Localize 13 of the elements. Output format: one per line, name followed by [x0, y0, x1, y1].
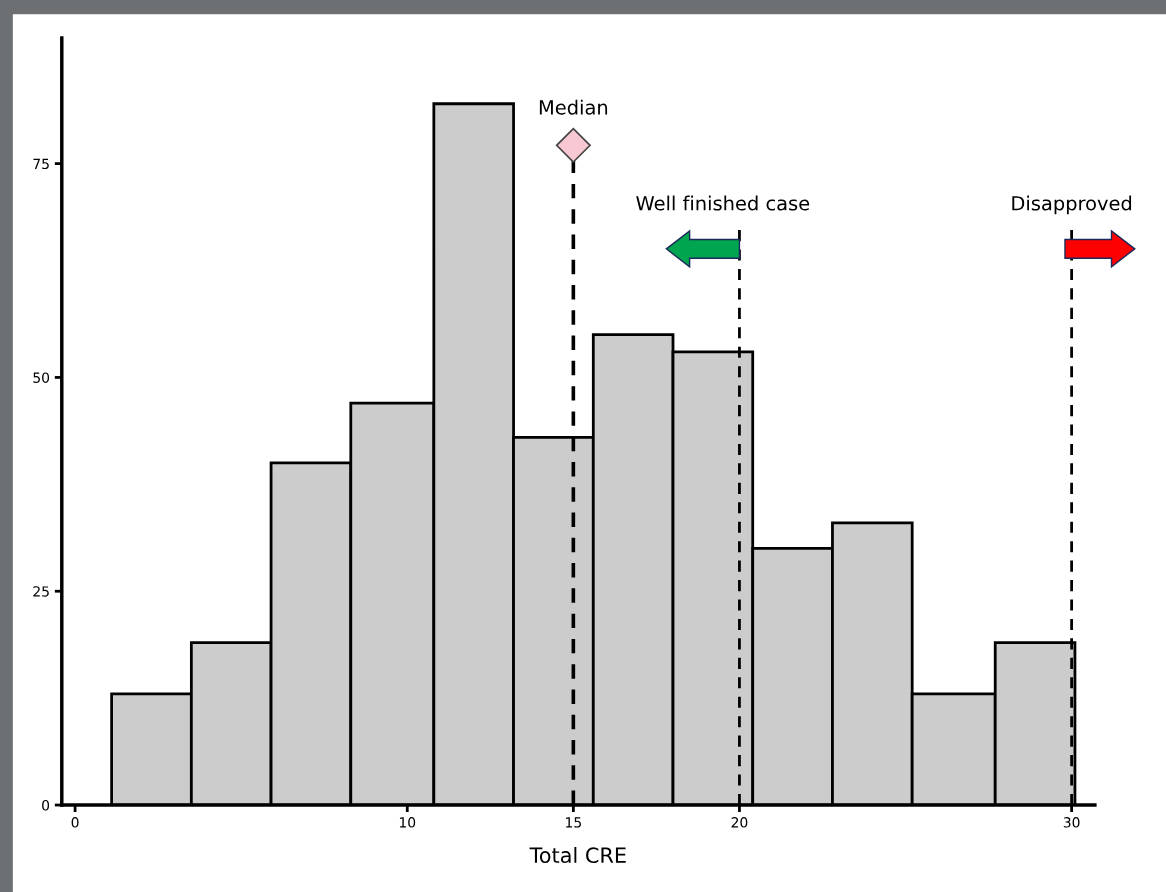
x-tick-label: 10 — [399, 817, 416, 828]
x-tick-label: 15 — [566, 817, 581, 828]
x-tick-label: 30 — [1063, 817, 1080, 828]
x-axis-title: Total CRE — [529, 846, 626, 864]
y-tick-label: 50 — [33, 372, 50, 383]
ref-line-label: Disapproved — [1012, 195, 1132, 215]
x-tick-label: 20 — [731, 817, 748, 828]
ref-line-label: Median — [539, 99, 608, 115]
y-tick-label: 75 — [33, 158, 49, 170]
ref-line-label: Well finished case — [636, 195, 810, 211]
y-tick-label: 0 — [42, 800, 50, 811]
x-tick-label: 0 — [71, 817, 79, 828]
y-tick-label: 25 — [33, 586, 49, 597]
